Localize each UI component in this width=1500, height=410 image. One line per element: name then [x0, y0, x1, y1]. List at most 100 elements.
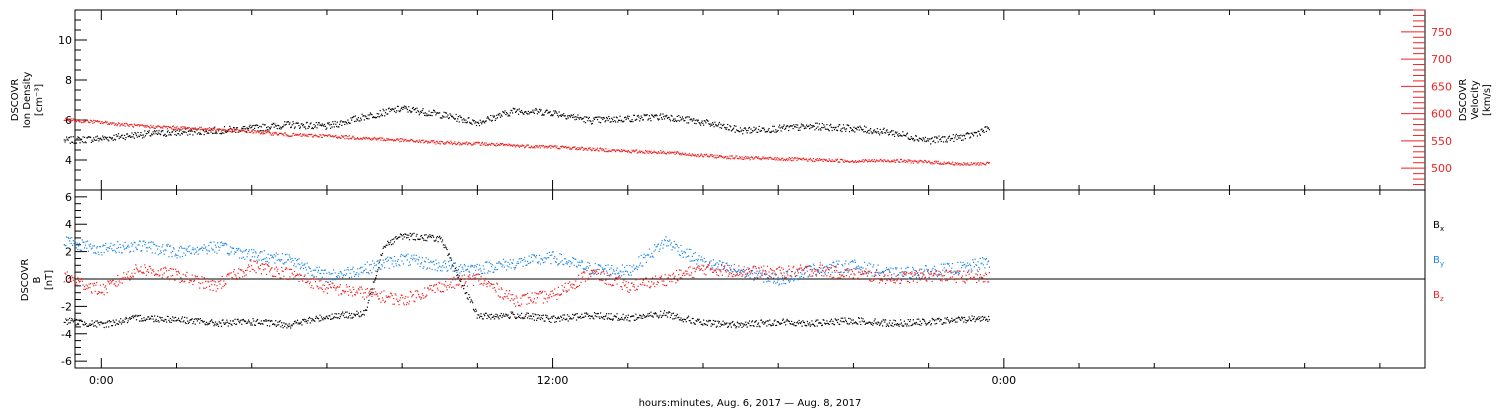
velocity-point [546, 147, 548, 149]
bx-point [210, 320, 212, 322]
velocity-point [148, 126, 150, 128]
by-point [827, 272, 829, 274]
velocity-point [591, 149, 593, 151]
bx-point [75, 318, 77, 321]
bx-point [196, 320, 198, 322]
by-point [892, 268, 894, 270]
density-point [269, 128, 271, 130]
bx-point [401, 235, 403, 237]
velocity-point [823, 158, 825, 160]
bx-point [402, 234, 405, 236]
velocity-point [505, 143, 508, 146]
density-tick-label: 4 [65, 154, 72, 167]
bx-point [820, 322, 822, 324]
velocity-point [594, 149, 596, 151]
velocity-point [393, 139, 396, 141]
velocity-point [800, 158, 802, 160]
density-point [372, 117, 374, 119]
bx-point [694, 323, 696, 325]
by-point [413, 254, 415, 256]
density-point [159, 133, 161, 135]
by-point [744, 276, 746, 278]
bx-point [257, 318, 259, 321]
velocity-point [144, 126, 146, 128]
bx-point [980, 316, 982, 318]
velocity-point [771, 158, 773, 160]
by-point [745, 276, 747, 278]
by-point [163, 253, 165, 255]
bx-point [78, 323, 80, 325]
bx-point [433, 240, 435, 242]
bx-point [299, 323, 301, 325]
density-point [658, 118, 660, 120]
density-point [620, 120, 622, 122]
velocity-point [490, 142, 493, 144]
by-point [235, 251, 237, 253]
density-point [105, 138, 107, 140]
velocity-point [355, 138, 357, 140]
by-point [676, 245, 678, 247]
by-point [143, 240, 145, 242]
by-point [238, 247, 240, 249]
velocity-point [400, 140, 402, 142]
density-point [352, 116, 354, 118]
density-point [411, 107, 414, 109]
bx-point [857, 317, 860, 319]
bx-point [895, 323, 897, 325]
velocity-point [240, 129, 242, 131]
velocity-point [776, 157, 778, 159]
velocity-point [238, 129, 240, 131]
density-point [688, 116, 690, 118]
bx-point [319, 314, 321, 316]
density-point [601, 117, 603, 119]
density-point [821, 122, 823, 125]
by-point [551, 251, 553, 253]
velocity-point [803, 159, 805, 161]
by-point [809, 265, 811, 267]
bx-point [904, 323, 906, 325]
bx-point [110, 321, 112, 323]
by-point [607, 264, 609, 266]
by-point [157, 254, 159, 256]
bx-point [630, 315, 632, 317]
velocity-point [493, 143, 495, 145]
velocity-point [291, 135, 293, 137]
by-point [80, 249, 82, 252]
bx-point [511, 312, 513, 314]
density-point [199, 132, 201, 134]
bx-point [235, 323, 238, 325]
density-point [391, 107, 393, 110]
bx-point [445, 246, 447, 248]
velocity-point [680, 154, 682, 156]
bx-point [691, 322, 693, 324]
velocity-point [129, 124, 131, 126]
density-point [314, 125, 317, 127]
bx-point [504, 315, 506, 317]
by-point [611, 264, 613, 267]
by-point [210, 241, 212, 244]
velocity-point [415, 140, 417, 142]
density-point [776, 130, 778, 132]
density-point [411, 111, 413, 113]
b-tick-label: 2 [65, 246, 72, 259]
by-point [281, 253, 283, 255]
velocity-point [969, 164, 971, 166]
by-point [887, 269, 889, 271]
bx-point [212, 322, 214, 324]
velocity-point [710, 155, 712, 157]
density-point [587, 118, 590, 120]
velocity-point [247, 129, 249, 131]
bx-point [376, 271, 378, 273]
velocity-point [864, 158, 866, 161]
velocity-point [704, 154, 706, 156]
density-point [355, 120, 357, 122]
velocity-point [796, 159, 798, 162]
by-point [668, 240, 670, 242]
velocity-point [795, 157, 797, 159]
by-point [736, 271, 738, 273]
density-point [873, 130, 875, 132]
density-point [731, 129, 733, 131]
velocity-point [918, 162, 920, 164]
bx-point [611, 318, 613, 320]
by-point [258, 259, 260, 261]
